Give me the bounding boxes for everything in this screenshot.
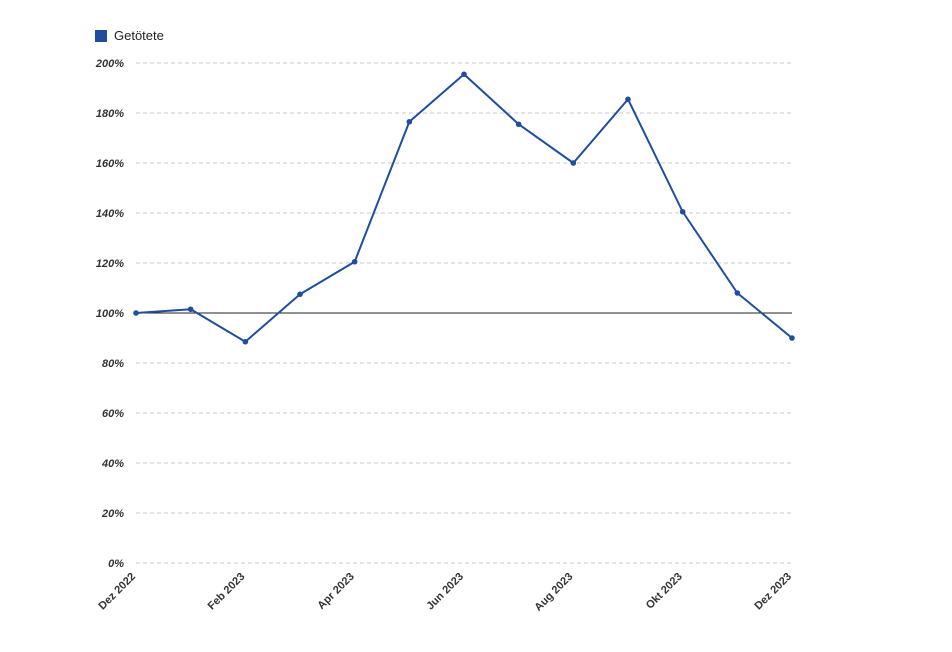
data-point [570,160,577,166]
y-tick-label: 160% [96,158,124,170]
x-tick-label: Aug 2023 [532,571,575,614]
y-tick-label: 40% [101,458,124,470]
y-tick-label: 100% [96,308,124,320]
y-tick-label: 180% [96,108,124,120]
data-point [461,71,467,78]
data-point [187,306,194,313]
data-point [297,291,303,298]
legend-swatch [95,29,107,42]
x-tick-label: Dez 2023 [752,571,794,613]
data-point [515,121,522,128]
x-tick-label: Okt 2023 [644,571,685,612]
y-tick-label: 120% [96,258,124,270]
y-tick-label: 200% [95,58,124,70]
data-point [734,290,741,296]
y-tick-label: 140% [96,208,124,220]
data-point [789,335,795,341]
y-tick-label: 60% [102,408,124,420]
legend: Getötete [95,28,164,43]
legend-label: Getötete [114,28,164,43]
y-tick-label: 20% [101,508,124,520]
data-point [351,258,358,265]
y-tick-label: 80% [102,358,124,370]
data-point [242,338,249,345]
data-point [679,208,686,215]
data-point [406,118,413,125]
series-line-getoetete [135,73,793,343]
data-point [625,96,631,103]
data-point [133,310,139,316]
x-tick-label: Dez 2022 [96,571,138,613]
x-tick-label: Feb 2023 [206,571,248,613]
x-tick-label: Jun 2023 [424,571,466,613]
y-tick-label: 0% [108,558,124,570]
x-tick-label: Apr 2023 [315,571,356,612]
